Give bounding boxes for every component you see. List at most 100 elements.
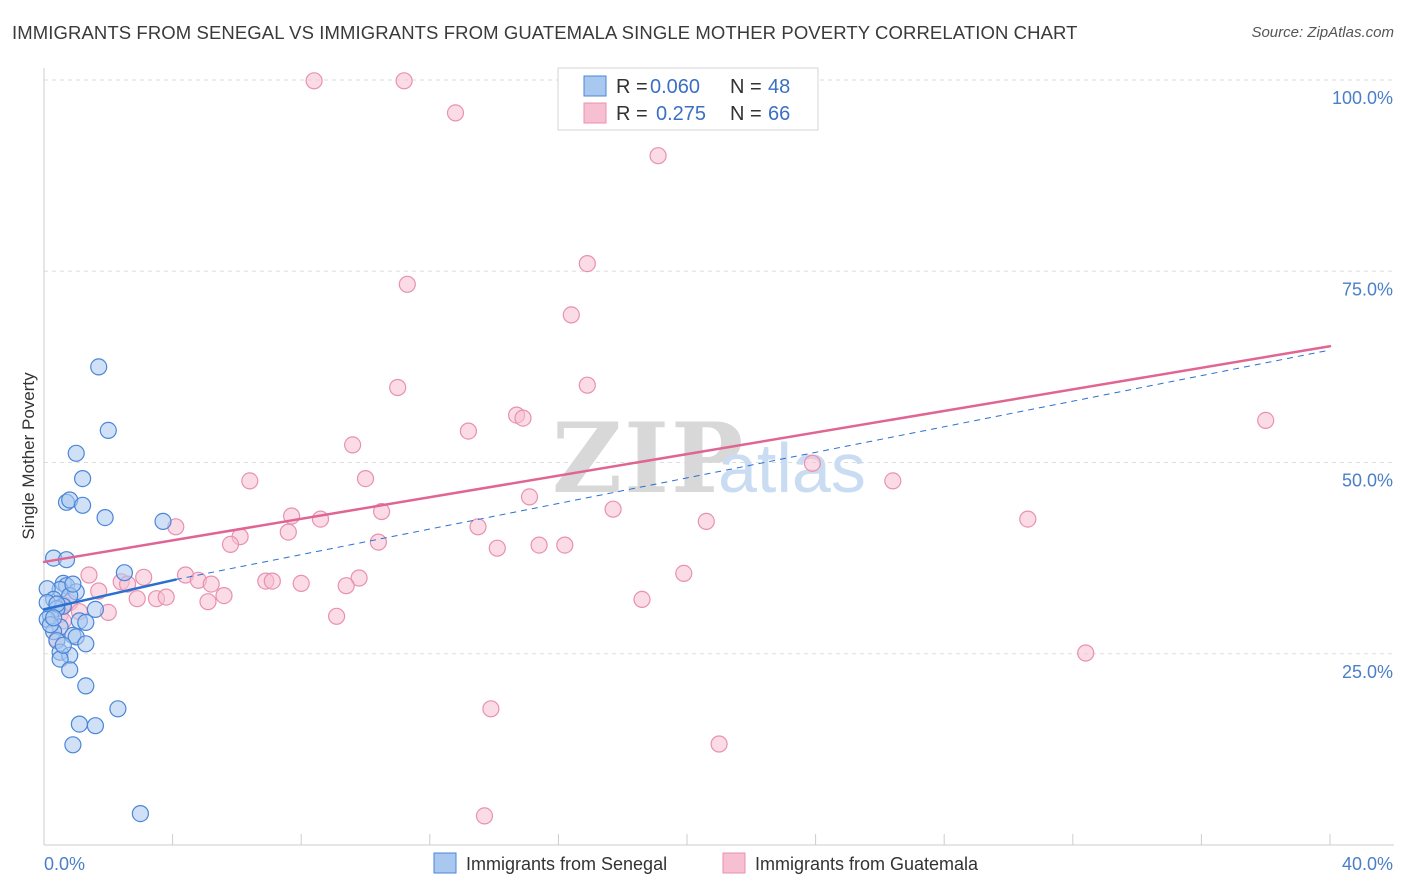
point-guatemala-14 — [803, 454, 822, 472]
point-guatemala-53 — [199, 593, 217, 611]
point-guatemala-3 — [649, 147, 667, 165]
point-guatemala-25 — [469, 518, 487, 536]
legend-bottom-label-senegal: Immigrants from Senegal — [466, 854, 667, 874]
point-senegal-45 — [64, 575, 82, 593]
point-guatemala-42 — [292, 574, 310, 593]
legend-r-value-senegal: 0.060 — [650, 76, 700, 98]
point-guatemala-20 — [373, 502, 391, 521]
point-senegal-2 — [67, 444, 85, 462]
point-guatemala-32 — [530, 536, 548, 554]
point-guatemala-17 — [356, 470, 375, 488]
point-guatemala-1 — [395, 72, 413, 90]
point-guatemala-6 — [562, 306, 580, 324]
point-guatemala-4 — [578, 255, 596, 273]
point-guatemala-41 — [263, 572, 281, 590]
point-senegal-39 — [70, 715, 89, 733]
legend-swatch-senegal — [583, 75, 607, 97]
point-senegal-40 — [86, 717, 105, 735]
point-guatemala-33 — [556, 536, 574, 554]
point-senegal-3 — [73, 470, 92, 488]
gridlines — [44, 79, 1394, 655]
legend-n-value-guatemala: 66 — [768, 103, 790, 125]
point-senegal-38 — [109, 700, 127, 718]
y-tick-label-1: 50.0% — [1342, 471, 1393, 491]
y-tick-label-2: 75.0% — [1342, 279, 1393, 299]
source-label: Source: ZipAtlas.com — [1251, 24, 1394, 41]
point-guatemala-16 — [241, 472, 259, 490]
y-tick-labels: 25.0% 50.0% 75.0% 100.0% — [1332, 88, 1393, 682]
watermark: ZIP atlas — [552, 402, 866, 515]
point-guatemala-29 — [221, 535, 240, 554]
point-guatemala-0 — [305, 72, 323, 90]
trend-lines — [42, 344, 1332, 611]
point-guatemala-19 — [604, 500, 622, 518]
point-guatemala-11 — [1257, 411, 1275, 429]
chart-title: IMMIGRANTS FROM SENEGAL VS IMMIGRANTS FR… — [12, 22, 1078, 43]
point-senegal-46 — [54, 636, 72, 654]
point-guatemala-63 — [482, 700, 500, 718]
point-guatemala-5 — [398, 275, 416, 293]
point-guatemala-37 — [135, 568, 153, 586]
x-tick-label-0: 0.0% — [44, 854, 85, 874]
point-guatemala-15 — [884, 472, 902, 490]
point-senegal-26 — [77, 613, 95, 632]
legend-stats: R = 0.060 N = 48 R = 0.275 N = 66 — [557, 67, 819, 131]
point-guatemala-12 — [459, 422, 477, 440]
point-senegal-22 — [86, 600, 105, 619]
axes — [43, 68, 1394, 846]
legend-n-value-senegal: 48 — [768, 76, 790, 98]
point-guatemala-27 — [279, 523, 297, 541]
point-guatemala-45 — [202, 575, 220, 593]
series-senegal-points — [38, 358, 172, 823]
point-guatemala-49 — [157, 588, 175, 606]
legend-n-label-senegal: N = — [730, 76, 762, 98]
legend-bottom-label-guatemala: Immigrants from Guatemala — [755, 854, 979, 874]
point-guatemala-62 — [1077, 644, 1095, 662]
point-senegal-36 — [61, 661, 79, 679]
x-tick-label-1: 40.0% — [1342, 854, 1393, 874]
point-senegal-32 — [77, 635, 95, 653]
point-guatemala-34 — [675, 564, 693, 583]
legend-bottom-swatch-guatemala — [722, 852, 746, 874]
legend-r-label-guatemala: R = — [616, 103, 648, 125]
point-guatemala-46 — [337, 577, 355, 595]
point-guatemala-7 — [578, 376, 596, 394]
point-senegal-41 — [64, 736, 82, 754]
point-guatemala-2 — [446, 104, 465, 122]
y-tick-label-0: 25.0% — [1342, 662, 1393, 682]
point-senegal-1 — [99, 421, 117, 439]
legend-n-label-guatemala: N = — [730, 103, 762, 125]
point-senegal-8 — [154, 512, 172, 531]
point-guatemala-59 — [328, 607, 346, 625]
watermark-zip: ZIP — [552, 402, 745, 515]
point-guatemala-30 — [369, 533, 387, 551]
point-guatemala-43 — [350, 569, 368, 587]
point-guatemala-47 — [128, 590, 146, 608]
point-senegal-7 — [96, 508, 114, 527]
point-senegal-11 — [115, 564, 134, 582]
legend-bottom-swatch-senegal — [433, 852, 457, 874]
point-senegal-47 — [44, 609, 63, 627]
legend-swatch-guatemala — [583, 102, 607, 124]
y-axis-title: Single Mother Poverty — [19, 372, 38, 540]
y-tick-label-3: 100.0% — [1332, 88, 1393, 108]
point-guatemala-8 — [389, 378, 407, 397]
point-guatemala-52 — [633, 590, 651, 609]
legend-series: Immigrants from Senegal Immigrants from … — [433, 852, 979, 874]
point-guatemala-64 — [710, 735, 728, 753]
trend-line-senegal — [42, 578, 178, 611]
point-senegal-6 — [73, 496, 92, 514]
point-guatemala-18 — [520, 488, 539, 506]
point-senegal-42 — [131, 804, 149, 823]
series-guatemala-points — [48, 72, 1275, 825]
trend-line-senegal-extension — [175, 349, 1331, 581]
point-senegal-0 — [90, 358, 108, 376]
x-tick-labels: 0.0% 40.0% — [44, 854, 1393, 874]
trend-line-guatemala — [42, 344, 1332, 564]
point-guatemala-50 — [215, 586, 233, 605]
legend-r-value-guatemala: 0.275 — [656, 103, 706, 125]
legend-r-label-senegal: R = — [616, 76, 648, 98]
watermark-atlas: atlas — [718, 429, 866, 507]
point-senegal-37 — [77, 677, 95, 695]
